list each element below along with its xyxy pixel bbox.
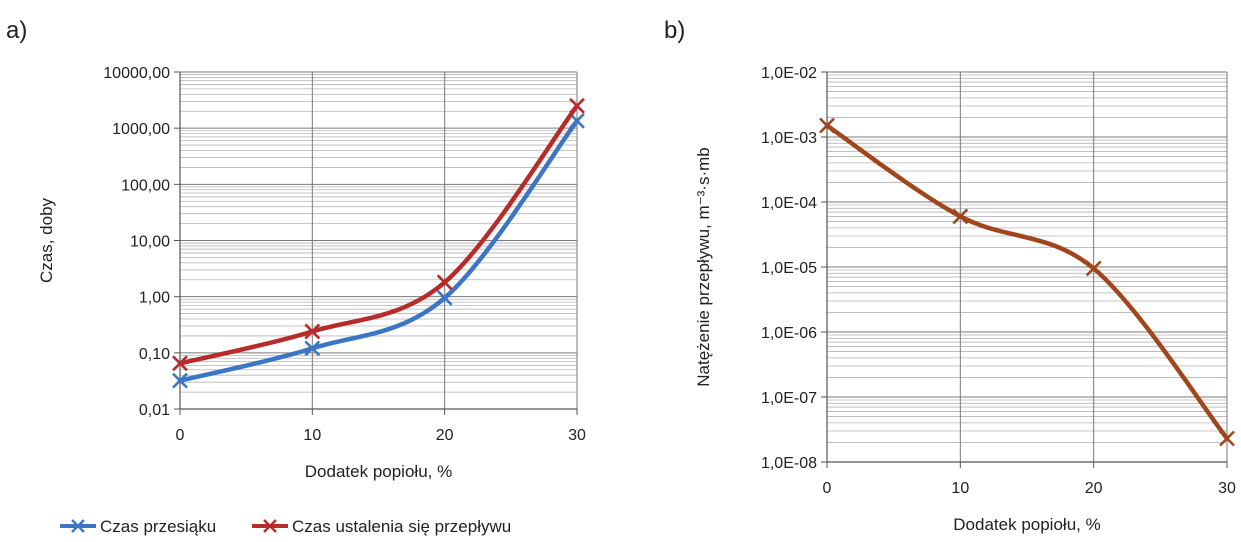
data-point-marker <box>819 117 835 134</box>
marker-stroke <box>304 340 321 357</box>
data-point-marker <box>436 274 453 291</box>
legend-a: Czas przesiąku Czas ustalenia się przepły… <box>60 517 511 536</box>
y-tick-label: 1,0E-07 <box>761 390 817 407</box>
series-line <box>824 123 1230 441</box>
legend-marker-stroke <box>263 519 277 533</box>
legend-marker-stroke <box>71 519 85 533</box>
x-tick-label: 30 <box>568 427 586 444</box>
chart-b: 1,0E-08 1,0E-07 1,0E-06 1,0E-05 1,0E-04 1,0E-… <box>694 65 1236 534</box>
marker-stroke <box>1085 260 1102 277</box>
data-point-marker <box>1219 430 1235 447</box>
legend-label: Czas przesiąku <box>100 517 216 536</box>
y-tick-label: 1000,00 <box>112 121 170 138</box>
y-tick-label: 0,01 <box>139 402 170 419</box>
y-tick-label: 1,0E-05 <box>761 260 817 277</box>
x-tick-label: 10 <box>303 427 321 444</box>
y-tick-label: 1,0E-02 <box>761 65 817 82</box>
x-axis-title: Dodatek popiołu, % <box>953 515 1100 534</box>
data-point-marker <box>952 208 969 225</box>
x-tick-label: 0 <box>823 480 832 497</box>
legend-item: Czas przesiąku <box>60 517 216 536</box>
y-tick-label: 1,00 <box>139 290 170 307</box>
y-tick-label: 100,00 <box>121 177 170 194</box>
marker-stroke <box>952 208 969 225</box>
y-axis-title: Czas, doby <box>37 197 56 283</box>
marker-stroke <box>819 117 835 134</box>
marker-stroke <box>436 274 453 291</box>
x-tick-label: 0 <box>176 427 185 444</box>
data-point-marker <box>1085 260 1102 277</box>
x-tick-label: 30 <box>1218 480 1236 497</box>
legend-label: Czas ustalenia się przepływu <box>292 517 511 536</box>
marker-stroke <box>1219 430 1235 447</box>
panel-a-label: a) <box>6 17 27 44</box>
marker-stroke <box>569 97 585 114</box>
series-line <box>177 118 580 383</box>
chart-a: 0,01 0,10 1,00 10,00 100,00 1000,00 10000,00 0 1… <box>37 65 586 481</box>
marker-stroke <box>569 112 585 129</box>
x-tick-label: 20 <box>436 427 454 444</box>
series-line <box>177 103 580 366</box>
y-axis-title: Natężenie przepływu, m⁻³·s·mb <box>694 147 713 387</box>
y-tick-label: 0,10 <box>139 346 170 363</box>
y-tick-label: 10,00 <box>130 234 170 251</box>
legend-item: Czas ustalenia się przepływu <box>252 517 511 536</box>
y-tick-label: 1,0E-03 <box>761 130 817 147</box>
x-tick-label: 20 <box>1085 480 1103 497</box>
y-tick-label: 10000,00 <box>103 65 170 82</box>
panel-b-label: b) <box>664 17 685 44</box>
marker-stroke <box>304 323 321 340</box>
data-point-marker <box>304 340 321 357</box>
data-point-marker <box>172 372 188 389</box>
data-point-marker <box>436 289 453 306</box>
data-point-marker <box>304 323 321 340</box>
x-axis-title: Dodatek popiołu, % <box>305 462 452 481</box>
data-point-marker <box>172 355 188 372</box>
y-tick-label: 1,0E-08 <box>761 455 817 472</box>
y-tick-label: 1,0E-04 <box>761 195 817 212</box>
marker-stroke <box>172 355 188 372</box>
y-tick-label: 1,0E-06 <box>761 325 817 342</box>
marker-stroke <box>436 289 453 306</box>
data-point-marker <box>569 97 585 114</box>
marker-stroke <box>172 372 188 389</box>
x-tick-label: 10 <box>951 480 969 497</box>
